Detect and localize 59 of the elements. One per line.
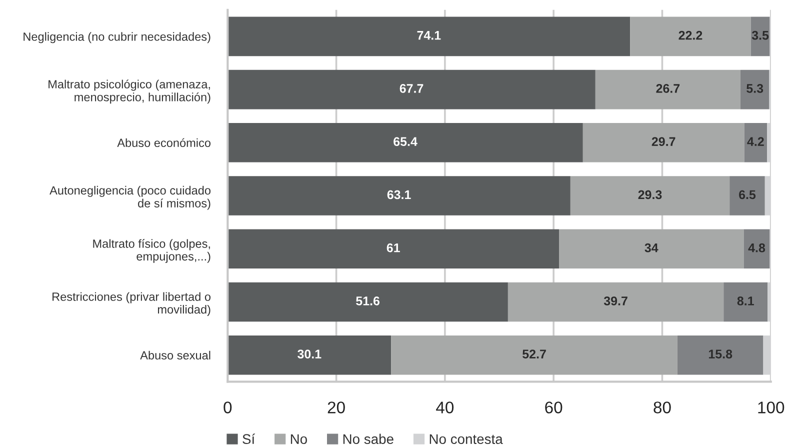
bar xyxy=(559,229,744,269)
y-tick-label: Restricciones (privar libertad o movilidad) xyxy=(52,292,210,316)
y-tick-label: Abuso sexual xyxy=(140,350,210,360)
bar xyxy=(730,176,765,216)
data-label: 74.1 xyxy=(417,31,441,40)
bar xyxy=(677,335,764,375)
legend-label: Sí xyxy=(242,434,256,444)
data-label: 4.8 xyxy=(748,243,766,252)
data-label: 63.1 xyxy=(387,190,411,200)
data-label: 4.2 xyxy=(747,137,764,146)
data-label: 15.8 xyxy=(708,350,732,358)
data-label: 39.7 xyxy=(604,296,628,306)
data-label: 5.3 xyxy=(746,84,764,93)
y-tick-label: Maltrato físico (golpes, empujones,...) xyxy=(93,239,210,263)
legend-label: No sabe xyxy=(343,434,394,444)
bar xyxy=(595,70,740,110)
bar xyxy=(228,282,508,322)
data-label: 3.5 xyxy=(752,30,769,40)
y-tick-label: Negligencia (no cubrir necesidades) xyxy=(24,32,210,44)
y-tick-label: Maltrato psicológico (amenaza, menosprecio, humillación) xyxy=(48,80,210,104)
bar xyxy=(508,282,724,322)
data-label: 26.7 xyxy=(656,84,680,93)
bar xyxy=(744,123,768,162)
x-tick-label: 80 xyxy=(654,402,671,414)
x-tick-label: 100 xyxy=(758,402,784,414)
data-label: 34 xyxy=(644,243,658,252)
bar xyxy=(228,70,596,110)
y-tick-label: Autonegligencia (poco cuidado de sí mismos) xyxy=(50,186,210,210)
data-label: 29.3 xyxy=(638,190,662,200)
bar xyxy=(391,335,678,375)
data-label: 29.7 xyxy=(652,137,676,146)
data-label: 6.5 xyxy=(739,190,756,200)
x-tick-label: 40 xyxy=(436,402,454,414)
data-label: 67.7 xyxy=(400,84,424,93)
data-label: 30.1 xyxy=(298,350,322,359)
legend-label: No contesta xyxy=(430,434,503,444)
bar xyxy=(228,335,392,375)
bar xyxy=(228,176,570,216)
bar xyxy=(750,16,770,56)
bar xyxy=(724,282,768,322)
bar xyxy=(570,176,730,216)
y-tick-label: Abuso económico xyxy=(117,138,210,148)
legend-label: No xyxy=(290,434,307,444)
bar xyxy=(630,16,751,56)
bar xyxy=(228,229,560,269)
bar xyxy=(744,229,770,269)
data-label: 52.7 xyxy=(522,350,546,358)
bar xyxy=(740,70,770,110)
data-label: 65.4 xyxy=(394,137,418,146)
data-label: 61 xyxy=(386,243,400,252)
bar xyxy=(228,123,583,162)
data-label: 22.2 xyxy=(678,30,702,40)
bar xyxy=(582,123,744,162)
x-tick-label: 60 xyxy=(545,402,562,414)
x-tick-label: 20 xyxy=(328,402,345,414)
x-tick-label: 0 xyxy=(224,402,232,414)
bar xyxy=(228,16,630,56)
data-label: 8.1 xyxy=(737,296,754,306)
data-label: 51.6 xyxy=(356,296,380,306)
